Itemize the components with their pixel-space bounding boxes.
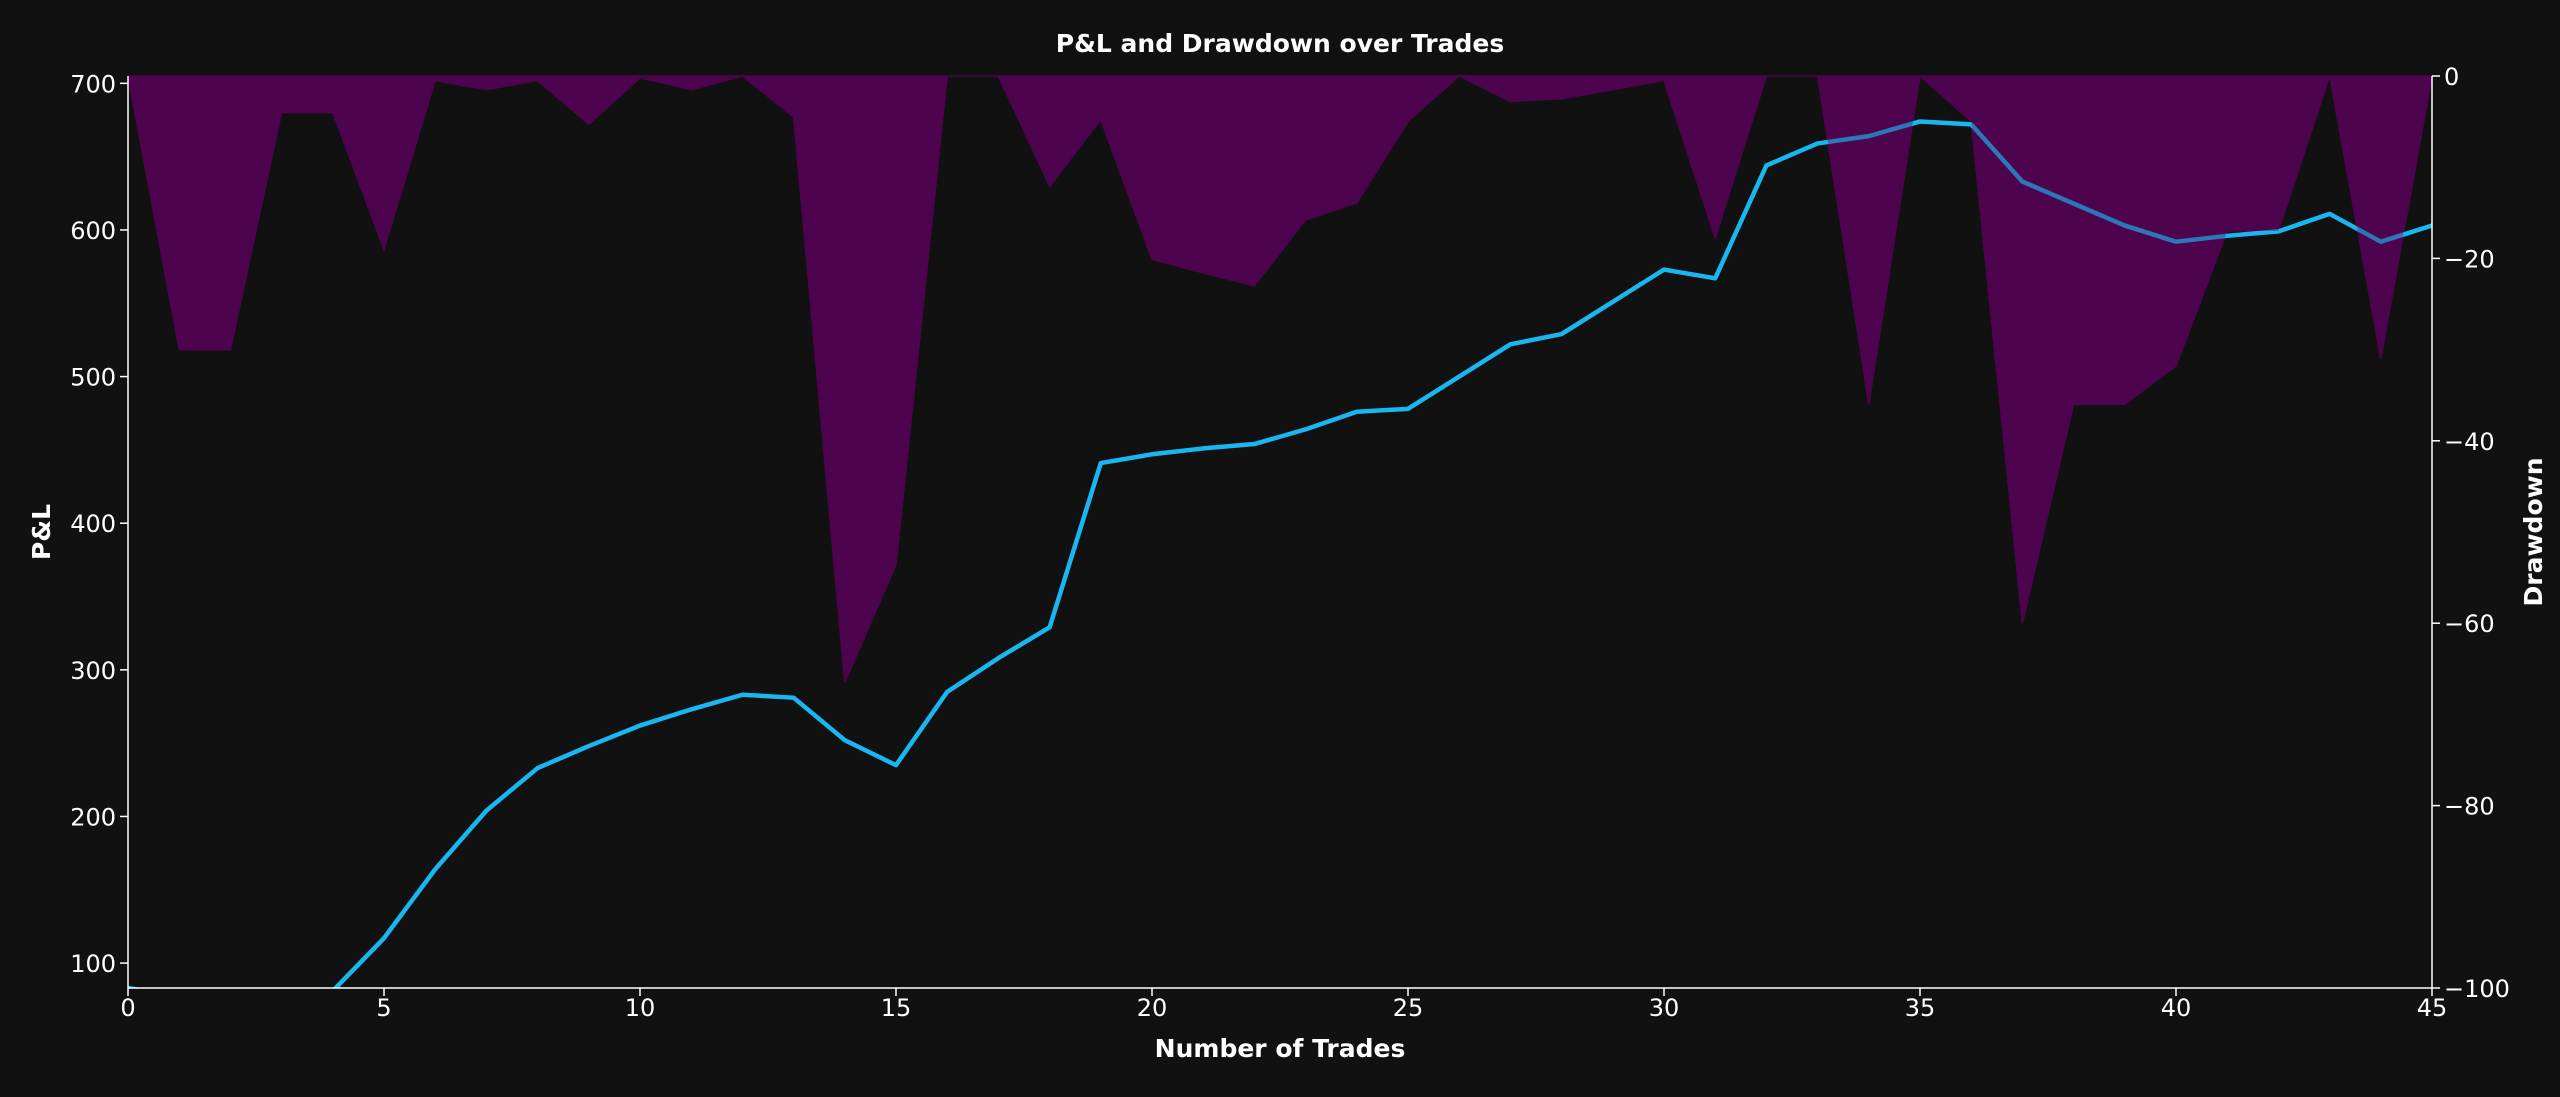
y-axis-label: P&L bbox=[27, 504, 56, 560]
axes-layer bbox=[127, 76, 2433, 989]
x-tick-label: 35 bbox=[1905, 994, 1936, 1022]
x-axis-label: Number of Trades bbox=[1155, 1034, 1406, 1063]
x-tick-label: 20 bbox=[1137, 994, 1168, 1022]
y-tick-label: 100 bbox=[70, 950, 116, 978]
y2-axis-label: Drawdown bbox=[2519, 457, 2548, 606]
x-tick-label: 5 bbox=[376, 994, 391, 1022]
y2-tick-label: 0 bbox=[2444, 63, 2459, 91]
pnl-line-layer bbox=[128, 76, 2432, 988]
y-tick-label: 700 bbox=[70, 70, 116, 98]
x-tick-label: 0 bbox=[120, 994, 135, 1022]
x-tick-label: 40 bbox=[2161, 994, 2192, 1022]
y-tick-label: 300 bbox=[70, 657, 116, 685]
y2-tick-label: −100 bbox=[2444, 975, 2510, 1003]
pnl-line bbox=[128, 119, 2432, 988]
x-tick-label: 25 bbox=[1393, 994, 1424, 1022]
y-tick-label: 200 bbox=[70, 803, 116, 831]
y2-tick-label: −80 bbox=[2444, 793, 2495, 821]
y-tick-label: 400 bbox=[70, 510, 116, 538]
y2-tick-label: −40 bbox=[2444, 428, 2495, 456]
ticks-layer: 0 5 10 15 20 25 30 35 40 45 100 200 300 400 500 600 700 0… bbox=[70, 63, 2510, 1022]
y-tick-label: 500 bbox=[70, 364, 116, 392]
drawdown-area-overlay bbox=[128, 76, 2432, 683]
x-tick-label: 45 bbox=[2417, 994, 2448, 1022]
x-tick-label: 15 bbox=[881, 994, 912, 1022]
drawdown-area-layer bbox=[127, 74, 2433, 683]
y2-tick-label: −60 bbox=[2444, 610, 2495, 638]
x-tick-label: 10 bbox=[625, 994, 656, 1022]
drawdown-area bbox=[127, 74, 2433, 683]
chart-title: P&L and Drawdown over Trades bbox=[1056, 29, 1504, 58]
y-tick-label: 600 bbox=[70, 217, 116, 245]
x-tick-label: 30 bbox=[1649, 994, 1680, 1022]
y2-tick-label: −20 bbox=[2444, 245, 2495, 273]
